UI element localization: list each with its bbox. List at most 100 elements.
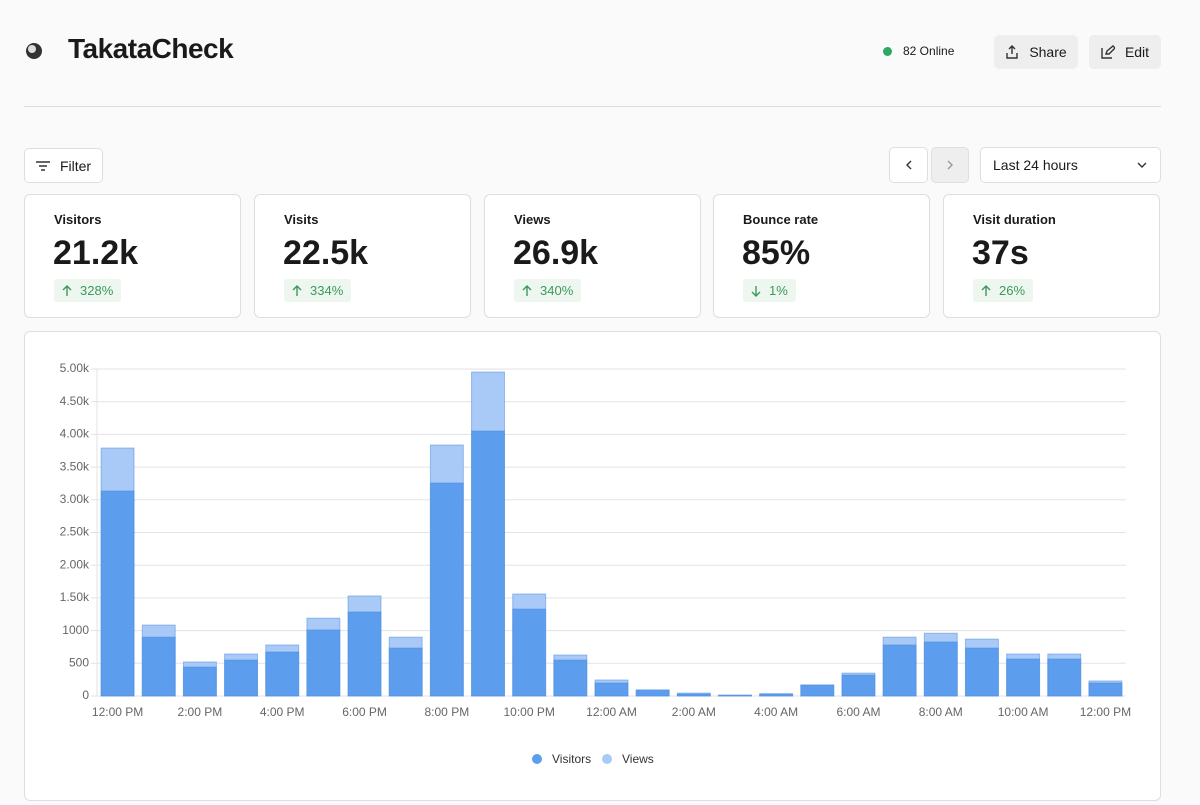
edit-icon [1101,45,1115,59]
legend-swatch [602,754,612,764]
bar [1047,658,1082,697]
metric-card: Views 26.9k 340% [484,194,701,318]
change-text: 328% [80,283,114,298]
metric-change: 26% [973,279,1034,302]
chart: 0 500 1000 1.50k 2.00k 2.50k 3.00k 3.50k 4.00k 4.… [60,361,1131,766]
bar [347,611,382,697]
x-tick-label: 8:00 PM [425,705,470,719]
metric-label: Visitors [54,212,102,227]
bar [800,684,835,697]
y-tick-label: 1.50k [60,590,90,604]
share-button[interactable]: Share [994,35,1078,69]
metric-card: Visitors 21.2k 328% [24,194,241,318]
metric-card: Visits 22.5k 334% [254,194,471,318]
range-label: Last 24 hours [993,157,1078,173]
bar [1088,682,1123,697]
x-tick-label: 8:00 AM [919,705,963,719]
online-count: 82 Online [903,44,955,58]
online-dot [883,47,892,56]
logo [26,43,42,59]
bar [100,490,135,697]
metric-label: Visit duration [973,212,1056,227]
metric-change: 340% [514,279,582,302]
metric-label: Visits [284,212,319,227]
y-tick-label: 2.50k [60,525,90,539]
x-tick-label: 6:00 PM [342,705,387,719]
chart-card: 0 500 1000 1.50k 2.00k 2.50k 3.00k 3.50k 4.00k 4.… [24,331,1161,801]
next-icon [947,160,953,170]
bar [676,693,711,697]
y-tick-label: 5.00k [60,361,90,375]
x-tick-label: 4:00 PM [260,705,305,719]
divider [24,106,1161,107]
metric-value: 37s [972,234,1029,272]
trend-arrow [522,284,532,296]
metric-value: 22.5k [283,234,369,272]
trend-arrow [751,285,761,297]
site-title: TakataCheck [68,33,234,64]
share-label: Share [1029,44,1067,60]
prev-button[interactable] [889,147,928,183]
y-tick-label: 500 [69,655,89,669]
metric-value: 21.2k [53,234,139,272]
bar [882,644,917,697]
x-tick-label: 10:00 AM [998,705,1049,719]
change-text: 340% [540,283,574,298]
metric-label: Bounce rate [743,212,819,227]
metric-change: 334% [284,279,352,302]
metric-card: Visit duration 37s 26% [943,194,1160,318]
x-tick-label: 2:00 PM [178,705,223,719]
next-button[interactable] [931,147,969,183]
bar [1006,658,1041,697]
x-tick-label: 6:00 AM [836,705,880,719]
metric-value: 85% [742,234,811,272]
x-tick-label: 12:00 AM [586,705,637,719]
bar [718,694,752,697]
trend-arrow [62,284,72,296]
bar [759,693,794,697]
share-icon [1006,45,1019,59]
bar [471,430,505,697]
trend-icon [751,285,761,297]
x-tick-label: 12:00 PM [92,705,143,719]
prev-icon [905,160,911,170]
metric-label: Views [514,212,551,227]
y-tick-label: 1000 [62,623,89,637]
bar [224,659,259,697]
metric-value: 26.9k [513,234,599,272]
filter-button[interactable]: Filter [24,148,103,183]
trend-icon [292,284,302,296]
y-tick-label: 4.50k [60,394,90,408]
bar [141,636,176,697]
x-tick-label: 12:00 PM [1080,705,1131,719]
x-tick-label: 10:00 PM [503,705,554,719]
y-tick-label: 3.00k [60,492,90,506]
bar [841,674,876,697]
bar [923,641,958,697]
trend-icon [522,284,532,296]
bar [306,629,341,697]
change-text: 334% [310,283,344,298]
change-text: 1% [769,283,788,298]
bar [182,666,217,697]
bar [594,682,629,697]
filter-label: Filter [59,157,92,174]
metric-change: 1% [743,279,796,302]
bar [512,608,547,697]
change-text: 26% [999,283,1026,298]
bar [265,651,300,697]
y-tick-label: 0 [82,688,89,702]
trend-icon [981,284,991,296]
legend-swatch [532,754,542,764]
edit-button[interactable]: Edit [1089,35,1161,69]
trend-icon [62,284,72,296]
dropdown-icon [1137,162,1147,168]
range-dropdown[interactable]: Last 24 hours [980,147,1161,183]
x-tick-label: 2:00 AM [672,705,716,719]
metric-change: 328% [54,279,122,302]
bar [964,647,999,697]
y-tick-label: 3.50k [60,459,90,473]
y-tick-label: 4.00k [60,427,90,441]
y-tick-label: 2.00k [60,557,90,571]
